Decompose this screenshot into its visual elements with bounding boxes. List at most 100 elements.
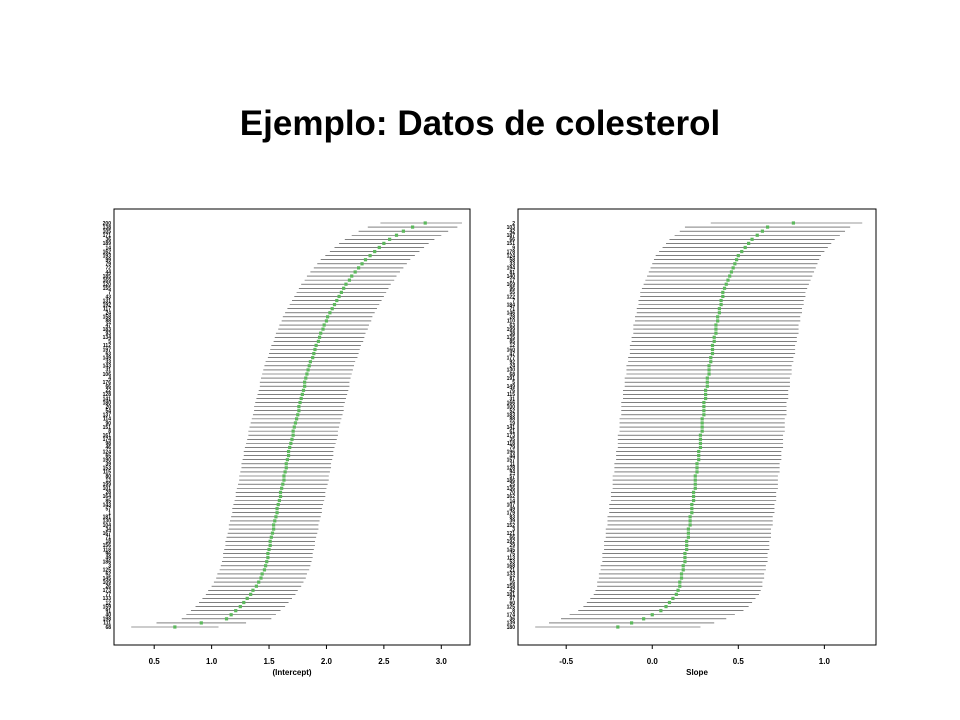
estimate-point [224,617,229,621]
x-tick-label: 3.0 [436,657,448,666]
estimate-point [306,368,310,372]
row-label: 12 [509,343,515,349]
estimate-point [714,331,718,335]
row-label: 186 [103,560,112,566]
row-label: 76 [509,388,515,394]
row-label: 114 [103,417,111,423]
x-tick-label: 1.5 [263,657,275,666]
row-label: 113 [507,555,515,561]
estimate-point [324,319,329,323]
row-label: 199 [103,482,112,488]
estimate-point [273,519,277,523]
row-label: 161 [103,433,112,439]
estimate-point [394,233,399,237]
row-label: 28 [509,315,515,321]
estimate-point [674,592,678,596]
estimate-point [679,572,684,576]
row-label: 20 [105,404,111,410]
row-label: 8 [108,429,111,435]
estimate-point [755,233,759,237]
row-label: 130 [103,519,112,525]
estimate-point [693,482,697,486]
slide-title: Ejemplo: Datos de colesterol [239,104,721,143]
row-label: 5 [512,380,515,386]
estimate-point [707,368,711,372]
estimate-point [691,490,696,494]
row-label: 168 [507,564,516,570]
row-label: 66 [509,237,515,243]
row-label: 62 [105,572,111,578]
estimate-point [300,392,304,396]
row-label: 130 [507,368,516,374]
estimate-point [707,364,711,368]
row-label: 11 [510,462,516,468]
estimate-point [698,445,703,450]
estimate-point [299,396,303,401]
row-label: 140 [507,274,516,280]
estimate-point [286,454,291,458]
row-label: 158 [103,315,112,321]
estimate-point [245,596,249,601]
x-tick-label: 0.0 [647,657,659,666]
row-label: 138 [103,225,112,231]
estimate-point [690,511,694,515]
row-label: 63 [105,351,111,357]
row-label: 164 [103,494,112,500]
estimate-point [350,274,354,278]
row-label: 52 [509,409,515,415]
row-label: 60 [509,600,515,606]
estimate-point [288,445,292,450]
row-label: 93 [105,331,111,337]
row-label: 100 [507,404,516,410]
estimate-point [688,523,692,527]
row-label: 156 [103,543,112,549]
row-label: 29 [509,543,515,549]
row-label: 177 [507,355,516,361]
estimate-point [293,421,298,425]
row-label: 152 [507,523,516,529]
estimate-point [278,490,283,494]
row-label: 187 [507,233,516,239]
estimate-point [342,286,346,290]
row-label: 167 [103,531,112,537]
row-label: 149 [507,384,516,390]
row-label: 85 [509,339,515,345]
estimate-point [717,311,721,315]
estimate-point [719,303,723,307]
estimate-point [274,515,278,519]
x-axis-label: Slope [686,668,708,677]
plot-frame [517,208,877,646]
estimate-point [697,454,701,458]
row-label: 194 [507,266,516,272]
estimate-point [294,417,299,421]
estimate-point [282,474,286,478]
estimate-point [272,527,276,531]
row-label: 68 [105,625,111,631]
row-label: 141 [103,396,112,402]
estimate-point [712,339,716,343]
row-label: 192 [507,539,516,545]
estimate-point [313,347,317,352]
estimate-point [388,237,392,241]
estimate-point [695,466,699,470]
row-label: 83 [509,515,515,521]
estimate-point [335,298,339,303]
row-label: 8 [512,608,515,614]
row-label: 79 [105,262,111,268]
row-label: 128 [103,392,112,398]
estimate-point [316,339,321,343]
estimate-point [303,380,307,384]
estimate-point [360,262,364,266]
row-label: 66 [509,535,515,541]
estimate-point [678,584,682,588]
estimate-point [382,241,386,246]
estimate-point [702,400,706,405]
estimate-point [368,254,372,258]
estimate-point [710,347,715,352]
estimate-point [650,613,654,617]
estimate-point [698,433,703,437]
row-label: 199 [507,327,516,333]
row-label: 173 [103,588,112,594]
estimate-point [616,625,620,629]
estimate-point [344,282,348,286]
